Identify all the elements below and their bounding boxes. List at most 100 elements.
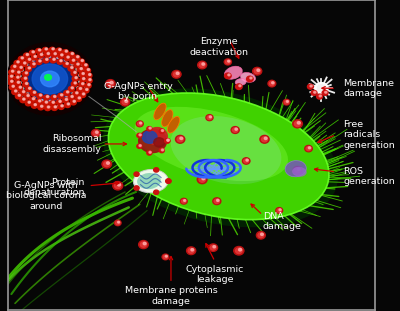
Text: Ribosomal
disassembly: Ribosomal disassembly — [42, 134, 101, 154]
Circle shape — [137, 133, 142, 138]
Circle shape — [162, 149, 164, 151]
Circle shape — [122, 100, 128, 105]
Circle shape — [33, 91, 36, 93]
Circle shape — [250, 77, 252, 79]
Circle shape — [80, 77, 86, 82]
Circle shape — [80, 68, 82, 70]
Circle shape — [140, 242, 146, 247]
Circle shape — [74, 82, 76, 84]
Circle shape — [86, 74, 89, 77]
Circle shape — [20, 59, 23, 62]
Circle shape — [36, 59, 42, 64]
Circle shape — [257, 69, 260, 72]
Circle shape — [20, 90, 26, 95]
Circle shape — [71, 67, 73, 68]
Circle shape — [21, 62, 27, 67]
Circle shape — [305, 146, 312, 152]
Circle shape — [209, 244, 218, 251]
Ellipse shape — [224, 66, 242, 79]
Circle shape — [51, 95, 57, 100]
Circle shape — [172, 70, 181, 78]
Circle shape — [56, 100, 62, 105]
Text: Cytoplasmic
leakage: Cytoplasmic leakage — [186, 265, 244, 284]
Circle shape — [165, 139, 170, 143]
Circle shape — [32, 98, 35, 100]
Circle shape — [48, 49, 51, 52]
Circle shape — [142, 131, 157, 143]
Circle shape — [191, 248, 194, 251]
Circle shape — [217, 199, 219, 202]
Circle shape — [147, 127, 152, 131]
Circle shape — [71, 100, 74, 103]
Circle shape — [45, 75, 52, 80]
Circle shape — [314, 91, 316, 93]
Circle shape — [322, 91, 328, 95]
Circle shape — [16, 86, 22, 91]
Circle shape — [68, 52, 74, 57]
Circle shape — [86, 78, 92, 83]
Circle shape — [61, 105, 63, 107]
Circle shape — [32, 51, 34, 53]
Circle shape — [34, 104, 36, 106]
Circle shape — [61, 54, 63, 56]
Circle shape — [65, 50, 68, 52]
Circle shape — [293, 166, 302, 174]
Circle shape — [64, 91, 70, 95]
Circle shape — [38, 105, 44, 110]
Circle shape — [40, 105, 43, 107]
Circle shape — [32, 64, 68, 94]
Circle shape — [162, 254, 169, 260]
Circle shape — [134, 186, 139, 190]
Circle shape — [17, 81, 20, 83]
Circle shape — [78, 97, 80, 99]
Circle shape — [15, 64, 18, 66]
Circle shape — [262, 137, 268, 142]
Circle shape — [177, 137, 183, 142]
Circle shape — [58, 99, 60, 102]
Circle shape — [14, 76, 20, 81]
Circle shape — [283, 99, 290, 105]
Circle shape — [25, 63, 28, 66]
Circle shape — [32, 59, 34, 61]
Circle shape — [23, 98, 25, 100]
Circle shape — [125, 100, 128, 102]
Circle shape — [89, 79, 91, 81]
Circle shape — [39, 60, 41, 62]
Circle shape — [114, 220, 121, 226]
Circle shape — [295, 168, 300, 173]
Circle shape — [199, 63, 205, 67]
Circle shape — [70, 55, 73, 57]
Circle shape — [71, 63, 74, 65]
Text: Enzyme
deactivation: Enzyme deactivation — [189, 37, 248, 57]
Circle shape — [66, 63, 68, 64]
Circle shape — [118, 221, 120, 223]
Circle shape — [268, 80, 276, 87]
Circle shape — [68, 66, 74, 71]
Text: G-AgNPs entry
by porin: G-AgNPs entry by porin — [104, 82, 172, 101]
Circle shape — [226, 60, 230, 64]
Circle shape — [33, 63, 35, 65]
Circle shape — [34, 55, 36, 58]
Circle shape — [12, 70, 15, 72]
Circle shape — [236, 248, 242, 253]
Circle shape — [79, 82, 85, 87]
Circle shape — [52, 48, 54, 50]
Circle shape — [104, 161, 110, 167]
Circle shape — [77, 63, 79, 65]
Circle shape — [62, 98, 68, 103]
Circle shape — [279, 209, 281, 211]
Circle shape — [21, 88, 24, 90]
Circle shape — [49, 47, 55, 53]
Circle shape — [51, 105, 58, 110]
Circle shape — [21, 57, 24, 59]
Circle shape — [139, 129, 166, 153]
Circle shape — [166, 179, 171, 183]
Circle shape — [154, 190, 159, 194]
Circle shape — [36, 100, 42, 104]
Circle shape — [256, 231, 265, 239]
Circle shape — [26, 93, 29, 95]
Circle shape — [49, 101, 56, 106]
Circle shape — [40, 53, 43, 55]
Circle shape — [37, 94, 43, 99]
Circle shape — [56, 48, 62, 53]
